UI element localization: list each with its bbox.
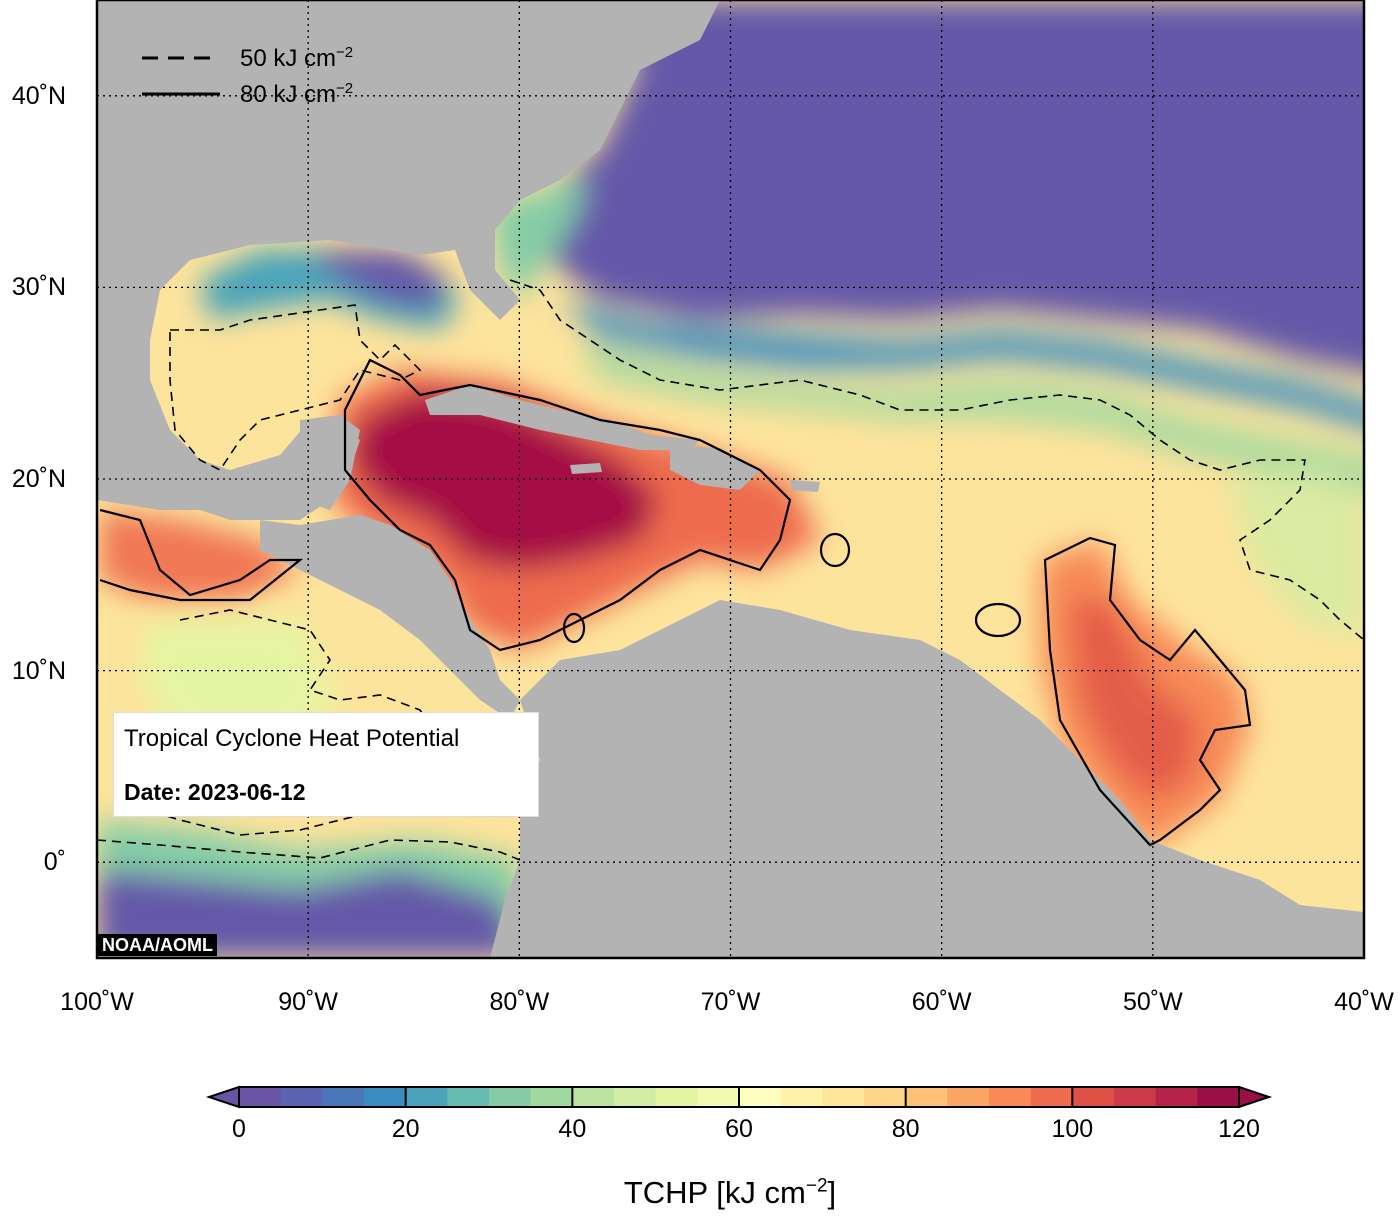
lon-tick-label: 100˚W — [60, 988, 134, 1016]
lat-tick-label: 40˚N — [11, 81, 66, 110]
land-masses — [97, 0, 1364, 958]
contour-legend: 50 kJ cm−2 80 kJ cm−2 — [140, 40, 353, 112]
colorbar-segment — [1114, 1087, 1157, 1107]
puerto-rico-land — [790, 480, 820, 492]
lon-tick-label: 40˚W — [1334, 988, 1394, 1016]
contour-80-ring-c — [562, 612, 586, 644]
gulf-deep-cold — [310, 250, 450, 310]
colorbar-segment — [947, 1087, 990, 1107]
colorbar-tick-label: 20 — [391, 1115, 420, 1143]
transition-band — [580, 340, 1364, 493]
legend-label-80: 80 kJ cm−2 — [240, 79, 354, 108]
lat-tick-label: 20˚N — [11, 465, 66, 493]
colorbar-tick-label: 0 — [232, 1115, 246, 1143]
contour-50-pacific — [129, 609, 441, 836]
colorbar-segment — [739, 1087, 782, 1107]
caribbean-hot-core — [350, 390, 660, 570]
colorbar-segment — [1030, 1087, 1073, 1107]
contour-80-pacific — [99, 508, 304, 602]
florida-coast-cool — [490, 180, 590, 300]
colorbar-tick-label: 100 — [1051, 1115, 1094, 1143]
jamaica-land — [570, 463, 602, 474]
lon-tick-label: 70˚W — [700, 988, 761, 1016]
contour-50 — [97, 279, 1364, 861]
colorbar-segment — [1155, 1087, 1198, 1107]
contour-50-gulf — [169, 304, 422, 472]
atlantic-warm-core — [1070, 600, 1200, 800]
colorbar-segment — [239, 1087, 282, 1107]
colorbar-segment — [280, 1087, 323, 1107]
south-america-land — [490, 600, 1364, 958]
colorbar-segment — [322, 1087, 365, 1107]
colorbar-segment — [780, 1087, 823, 1107]
pacific-warm-pool — [100, 510, 300, 600]
legend-row-dashed: 50 kJ cm−2 — [140, 40, 353, 76]
colorbar-segment — [614, 1087, 657, 1107]
legend-row-solid: 80 kJ cm−2 — [140, 76, 353, 112]
colorbar-segment — [447, 1087, 490, 1107]
colorbar-segment — [1197, 1087, 1240, 1107]
colorbar-segment — [572, 1087, 615, 1107]
lat-tick-label: 0˚ — [43, 848, 66, 877]
info-box: Tropical Cyclone Heat Potential Date: 20… — [113, 712, 539, 817]
cuba-land — [425, 385, 700, 450]
legend-label-50: 50 kJ cm−2 — [240, 43, 354, 72]
north-america-land — [97, 0, 720, 520]
contour-80-atlantic — [1043, 536, 1252, 847]
colorbar-title: TCHP [kJ cm−2] — [623, 1175, 837, 1210]
map-title: Tropical Cyclone Heat Potential — [124, 725, 460, 752]
solid-line-icon — [142, 92, 220, 96]
colorbar-segment — [405, 1087, 448, 1107]
colorbar-tick-label: 120 — [1218, 1115, 1260, 1143]
colorbar-low-extend — [205, 1085, 240, 1109]
contour-80-ring-a — [819, 532, 851, 568]
colorbar-segment — [364, 1087, 407, 1107]
contour-50-atlantic — [509, 279, 1364, 641]
colorbar-segment — [655, 1087, 698, 1107]
lat-tick-label: 30˚N — [11, 273, 66, 302]
contour-50-pacific-south — [97, 839, 521, 861]
colorbar-segment — [697, 1087, 740, 1107]
colorbar-segment — [1072, 1087, 1115, 1107]
colorbar-segment — [989, 1087, 1032, 1107]
dashed-line-icon — [142, 56, 220, 60]
colorbar-tick-label: 40 — [558, 1115, 587, 1143]
colorbar-high-extend — [1238, 1085, 1273, 1109]
lon-tick-label: 60˚W — [911, 988, 972, 1016]
contour-80-ring-b — [974, 602, 1022, 638]
colorbar-segment — [822, 1087, 865, 1107]
colorbar-segment — [864, 1087, 907, 1107]
lon-tick-label: 50˚W — [1122, 988, 1183, 1016]
map-date: Date: 2023-06-12 — [124, 779, 306, 805]
colorbar — [205, 1085, 1273, 1109]
colorbar-tick-label: 80 — [891, 1115, 920, 1143]
colorbar-tick-label: 60 — [725, 1115, 753, 1143]
atlantic-light-zone — [1230, 470, 1364, 640]
colorbar-segment — [489, 1087, 532, 1107]
lat-tick-label: 10˚N — [11, 656, 66, 685]
colorbar-segment — [905, 1087, 948, 1107]
colorbar-segment — [530, 1087, 573, 1107]
credit-label: NOAA/AOML — [98, 934, 217, 956]
central-america-land — [260, 515, 520, 720]
lon-tick-label: 80˚W — [489, 988, 550, 1016]
gulfstream-gradient — [560, 300, 1364, 430]
lon-tick-label: 90˚W — [278, 988, 339, 1016]
